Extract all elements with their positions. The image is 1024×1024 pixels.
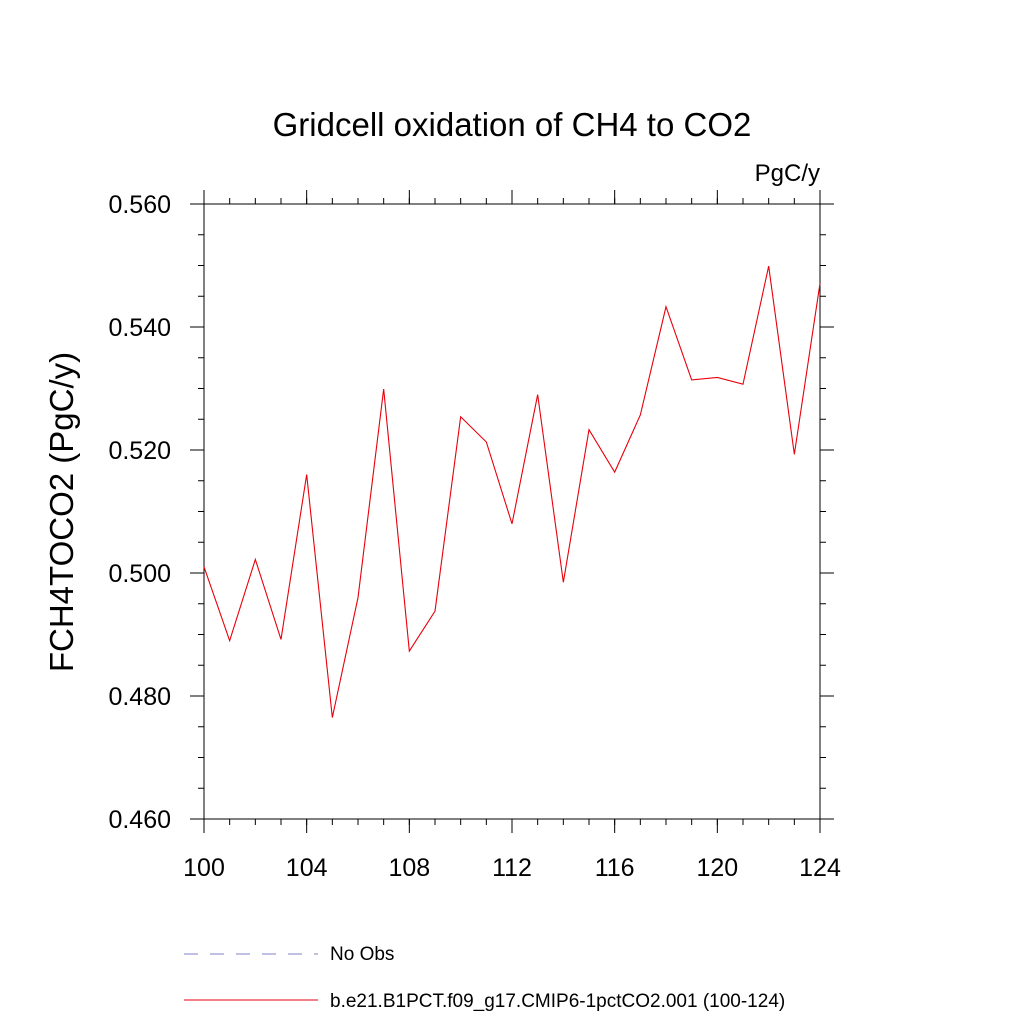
plot-area-border [203, 203, 821, 820]
units-label: PgC/y [755, 160, 820, 187]
y-tick-label: 0.540 [108, 314, 171, 342]
x-tick-labels: 100 104 108 112 116 120 124 [183, 854, 841, 882]
y-tick-label: 0.460 [108, 806, 171, 834]
x-tick-label: 108 [388, 854, 430, 882]
y-tick-labels: 0.460 0.480 0.500 0.520 0.540 0.560 [108, 191, 171, 834]
major-ticks [190, 190, 834, 833]
y-tick-label: 0.500 [108, 560, 171, 588]
series-line [203, 265, 821, 718]
y-tick-label: 0.520 [108, 437, 171, 465]
y-axis-label: FCH4TOCO2 (PgC/y) [43, 352, 80, 672]
x-tick-label: 104 [286, 854, 328, 882]
x-tick-label: 100 [183, 854, 225, 882]
legend: No Obs b.e21.B1PCT.f09_g17.CMIP6-1pctCO2… [184, 944, 785, 1012]
x-tick-label: 120 [696, 854, 738, 882]
plot-frame [203, 203, 821, 820]
y-tick-label: 0.480 [108, 683, 171, 711]
y-tick-label: 0.560 [108, 191, 171, 219]
minor-ticks [198, 198, 826, 825]
x-tick-label: 116 [595, 854, 635, 882]
legend-label-no-obs: No Obs [330, 944, 394, 965]
chart-title: Gridcell oxidation of CH4 to CO2 [273, 106, 752, 143]
series-layer [203, 265, 821, 718]
x-tick-label: 124 [799, 854, 841, 882]
legend-label-model-run: b.e21.B1PCT.f09_g17.CMIP6-1pctCO2.001 (1… [330, 991, 785, 1012]
x-tick-label: 112 [492, 854, 532, 882]
